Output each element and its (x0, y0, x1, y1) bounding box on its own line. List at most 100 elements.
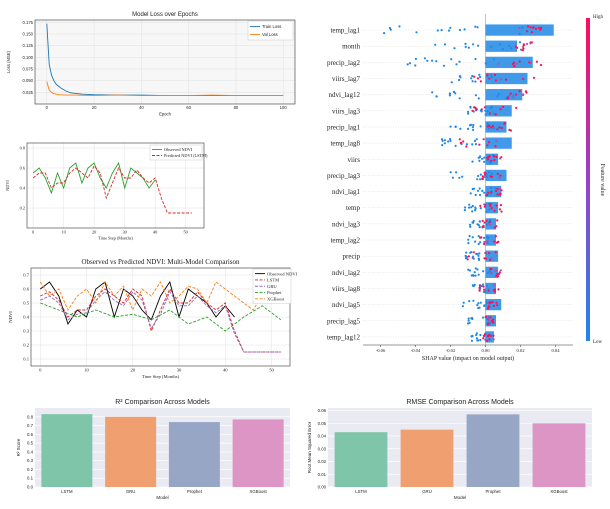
legend-entry: Observed NDVI (164, 147, 193, 152)
shap-point (476, 304, 479, 307)
shap-point (499, 204, 502, 207)
shap-point (492, 334, 495, 337)
shap-point (507, 97, 510, 100)
shap-point (448, 94, 451, 97)
x-axis-label: SHAP value (impact on model output) (422, 355, 514, 362)
shap-point (500, 189, 503, 192)
shap-point (484, 251, 487, 255)
shap-point (470, 251, 473, 254)
x-axis-label: Model (156, 495, 168, 500)
shap-point (496, 193, 499, 196)
shap-point (443, 43, 447, 46)
series-line-xgboost (39, 281, 282, 312)
y-axis-label: Loss (MSE) (6, 50, 11, 72)
shap-point (489, 322, 492, 325)
shap-point (467, 319, 470, 322)
y-tick-label: 0.1 (23, 357, 29, 362)
shap-point (494, 113, 497, 116)
y-tick-label: 0.075 (23, 67, 34, 72)
shap-point (447, 140, 450, 143)
shap-point (469, 192, 472, 195)
bar-gru (105, 416, 157, 487)
shap-point (475, 108, 478, 111)
shap-point (528, 61, 531, 64)
shap-point (479, 333, 482, 337)
y-tick-label: 0.02 (318, 459, 327, 464)
shap-point (441, 144, 444, 147)
shap-point (489, 203, 492, 206)
y-tick-label: 0.2 (20, 206, 25, 211)
bar-prophet (466, 414, 520, 487)
shap-point (474, 80, 477, 83)
shap-point (467, 238, 470, 241)
shap-point (474, 206, 477, 209)
x-tick-label: 20 (92, 229, 96, 234)
shap-point (478, 187, 481, 190)
shap-point (472, 251, 475, 254)
shap-point (470, 206, 473, 209)
shap-point (472, 284, 475, 287)
shap-point (526, 30, 529, 33)
y-tick-label: 0.150 (23, 32, 34, 37)
r2-bar-chart: 0.0 0.1 0.2 0.3 0.4 0.5 0.6 0.7 0.8 LSTM GRU Prophe… (16, 399, 290, 500)
shap-point (440, 138, 444, 141)
shap-point (495, 225, 498, 228)
shap-point (471, 204, 474, 208)
shap-point (488, 218, 492, 221)
shap-point (492, 289, 495, 292)
y-tick-label: 0.05 (318, 421, 327, 426)
y-tick-label: 0.125 (23, 43, 34, 48)
feature-label: precip_lag3 (327, 172, 361, 180)
shap-point (488, 301, 491, 304)
colorbar-low-label: Low (593, 340, 603, 345)
shap-point (484, 315, 488, 318)
shap-point (488, 112, 492, 115)
shap-point (497, 62, 500, 65)
loss-chart: 0.025 0.050 0.075 0.100 0.125 0.150 0.175 0 20 40… (6, 12, 296, 116)
shap-point (530, 61, 533, 64)
shap-mean-bar (485, 121, 507, 133)
y-tick-label: 0.2 (23, 343, 29, 348)
chart-title: RMSE Comparison Across Models (406, 399, 514, 406)
y-tick-label: 0.7 (23, 273, 29, 278)
shap-point (490, 45, 493, 48)
shap-point (468, 203, 471, 206)
x-tick-label: 80 (234, 105, 239, 110)
shap-point (471, 74, 474, 78)
shap-point (435, 95, 438, 98)
chart-title: R² Comparison Across Models (115, 399, 210, 406)
shap-point (539, 63, 543, 67)
series-line-predicted-ndvi-lstm- (32, 165, 192, 214)
colorbar-title: Feature value (599, 164, 605, 197)
y-tick-label: 0.100 (23, 55, 34, 60)
shap-point (522, 44, 525, 47)
shap-point (465, 251, 468, 254)
shap-point (489, 334, 492, 337)
y-tick-label: 0.00 (318, 485, 327, 490)
feature-label: viirs_lag3 (332, 107, 360, 115)
shap-point (522, 77, 525, 81)
y-tick-label: 0.0 (27, 485, 34, 490)
shap-point (486, 156, 489, 159)
shap-point (498, 176, 501, 179)
shap-point (483, 205, 486, 208)
shap-point (488, 338, 491, 341)
shap-point (468, 223, 472, 226)
shap-point (415, 31, 418, 34)
shap-point (449, 138, 452, 141)
shap-point (494, 251, 497, 254)
shap-point (492, 155, 496, 158)
shap-point (482, 283, 485, 286)
shap-point (482, 285, 485, 288)
y-tick-label: 0.1 (27, 476, 34, 481)
shap-point (475, 337, 478, 340)
shap-point (435, 60, 438, 63)
shap-mean-bar (485, 72, 528, 85)
shap-point (454, 92, 457, 95)
shap-point (431, 59, 434, 62)
shap-point (490, 257, 493, 260)
shap-point (514, 45, 517, 48)
shap-point (478, 159, 481, 162)
shap-point (526, 25, 530, 28)
multi-model-chart: 0.1 0.2 0.3 0.4 0.5 0.6 0.7 0 10 20 30 40 50 Observed… (8, 258, 298, 379)
